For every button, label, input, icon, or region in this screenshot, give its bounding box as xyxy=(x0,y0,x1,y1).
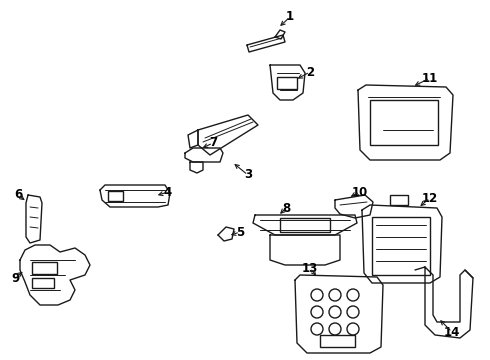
Text: 12: 12 xyxy=(422,192,438,204)
Bar xyxy=(320,335,355,347)
Text: 8: 8 xyxy=(282,202,290,215)
Bar xyxy=(32,278,54,288)
Bar xyxy=(280,218,330,232)
Text: 7: 7 xyxy=(209,136,217,149)
Text: 4: 4 xyxy=(164,185,172,198)
Text: 9: 9 xyxy=(11,271,19,284)
Text: 10: 10 xyxy=(352,185,368,198)
Text: 3: 3 xyxy=(244,168,252,181)
Text: 2: 2 xyxy=(306,66,314,78)
Bar xyxy=(370,100,438,145)
Text: 1: 1 xyxy=(286,10,294,23)
Bar xyxy=(108,191,123,201)
Bar xyxy=(372,217,430,275)
Bar xyxy=(32,262,57,274)
Text: 13: 13 xyxy=(302,261,318,274)
Bar xyxy=(390,195,408,205)
Text: 14: 14 xyxy=(444,325,460,338)
Text: 11: 11 xyxy=(422,72,438,85)
Text: 5: 5 xyxy=(236,225,244,238)
Text: 6: 6 xyxy=(14,189,22,202)
Bar xyxy=(277,77,297,89)
